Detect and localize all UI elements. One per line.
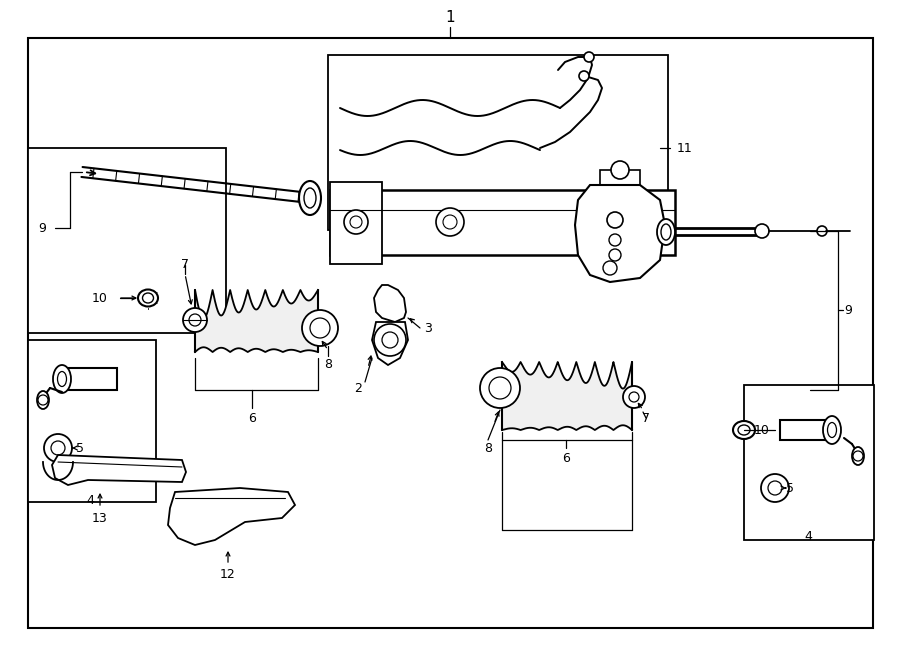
Text: 8: 8 (324, 358, 332, 371)
Circle shape (579, 71, 589, 81)
Text: 6: 6 (248, 412, 256, 424)
Circle shape (607, 212, 623, 228)
Circle shape (44, 434, 72, 462)
Ellipse shape (657, 219, 675, 245)
Bar (330, 182, 382, 264)
Bar (744, 385, 874, 540)
Ellipse shape (304, 188, 316, 208)
Text: 11: 11 (677, 141, 693, 155)
Ellipse shape (142, 293, 154, 303)
Circle shape (584, 52, 594, 62)
Circle shape (310, 318, 330, 338)
Text: 13: 13 (92, 512, 108, 524)
Text: 12: 12 (220, 568, 236, 582)
Circle shape (382, 332, 398, 348)
Text: 4: 4 (86, 494, 94, 506)
Ellipse shape (852, 447, 864, 465)
Text: 3: 3 (424, 321, 432, 334)
Text: 6: 6 (562, 451, 570, 465)
Ellipse shape (733, 421, 755, 439)
Ellipse shape (58, 371, 67, 387)
Ellipse shape (823, 416, 841, 444)
Circle shape (51, 441, 65, 455)
Text: 9: 9 (38, 221, 46, 235)
Text: 4: 4 (804, 529, 812, 543)
Text: 9: 9 (844, 303, 852, 317)
Circle shape (609, 234, 621, 246)
Text: 1: 1 (446, 11, 454, 26)
Circle shape (761, 474, 789, 502)
Ellipse shape (299, 181, 321, 215)
Polygon shape (168, 488, 295, 545)
Text: 7: 7 (642, 412, 650, 424)
Polygon shape (374, 285, 406, 322)
Circle shape (302, 310, 338, 346)
Bar (330, 190, 675, 255)
Circle shape (38, 395, 48, 405)
Ellipse shape (53, 365, 71, 393)
Bar (328, 55, 668, 230)
Ellipse shape (138, 290, 158, 307)
Circle shape (436, 208, 464, 236)
Text: 10: 10 (92, 292, 108, 305)
Ellipse shape (661, 224, 671, 240)
Text: 8: 8 (484, 442, 492, 455)
Circle shape (853, 451, 863, 461)
Circle shape (183, 308, 207, 332)
Bar (62, 368, 117, 390)
Text: 5: 5 (786, 481, 794, 494)
Circle shape (609, 249, 621, 261)
Bar (780, 420, 832, 440)
Text: 5: 5 (76, 442, 84, 455)
Circle shape (623, 386, 645, 408)
Polygon shape (372, 322, 408, 365)
Ellipse shape (827, 422, 836, 438)
Circle shape (374, 324, 406, 356)
Circle shape (768, 481, 782, 495)
Circle shape (344, 210, 368, 234)
Ellipse shape (37, 391, 49, 409)
Circle shape (350, 216, 362, 228)
Polygon shape (52, 455, 186, 485)
Bar (600, 170, 640, 188)
Circle shape (817, 226, 827, 236)
Circle shape (480, 368, 520, 408)
Bar (28, 340, 156, 502)
Polygon shape (575, 185, 665, 282)
Circle shape (443, 215, 457, 229)
Text: 2: 2 (354, 381, 362, 395)
Bar (28, 38, 873, 628)
Text: 7: 7 (181, 258, 189, 272)
Circle shape (189, 314, 201, 326)
Bar (28, 148, 226, 333)
Circle shape (603, 261, 617, 275)
Circle shape (489, 377, 511, 399)
Ellipse shape (738, 425, 750, 435)
Text: 10: 10 (754, 424, 770, 436)
Circle shape (755, 224, 769, 238)
Circle shape (611, 161, 629, 179)
Circle shape (629, 392, 639, 402)
